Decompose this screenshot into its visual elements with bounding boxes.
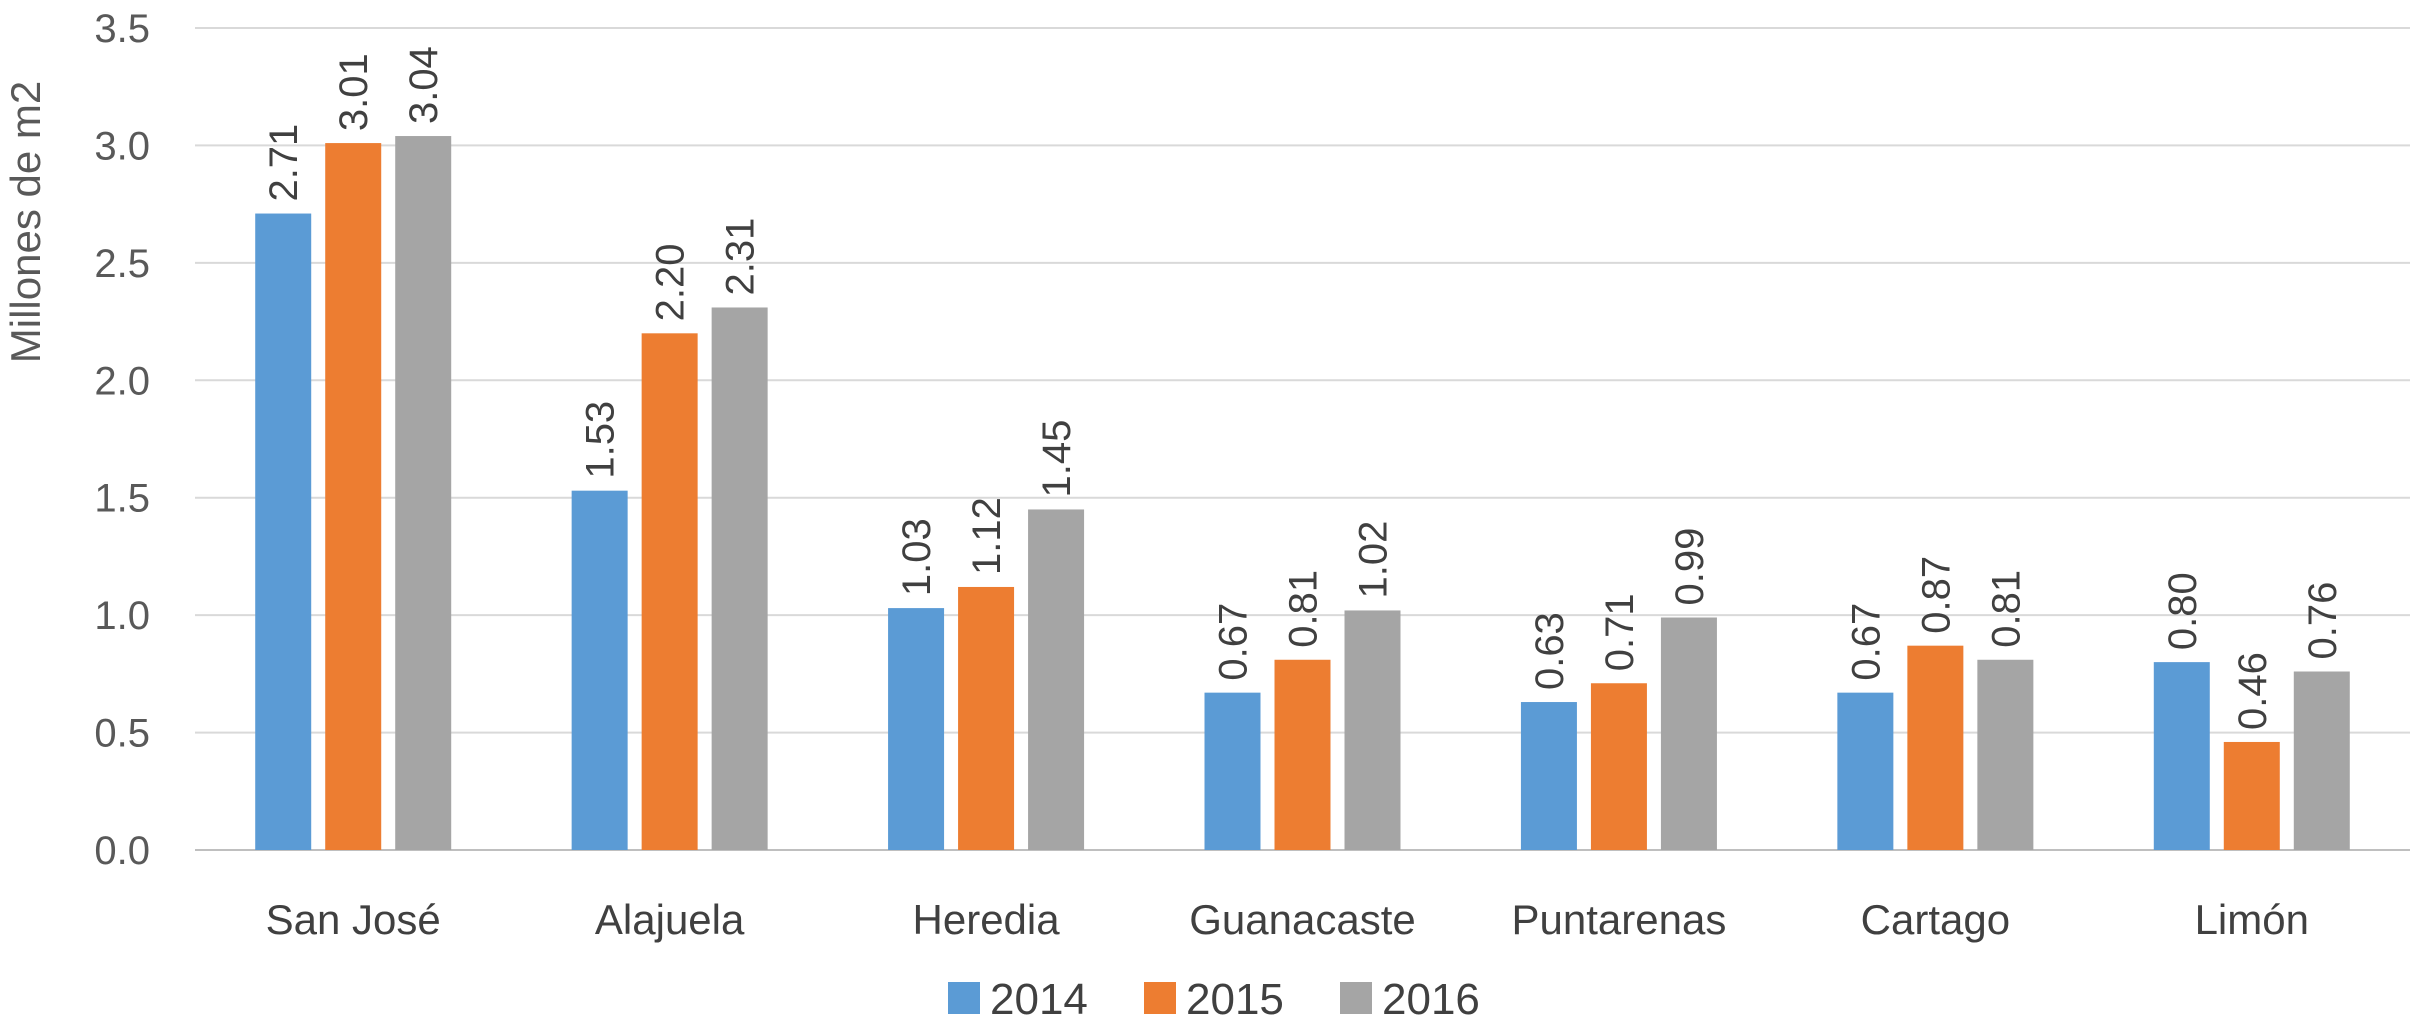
bar-2014 xyxy=(255,213,312,851)
bar-2016 xyxy=(1344,610,1401,850)
data-label: 0.76 xyxy=(2301,582,2345,660)
gridlines xyxy=(195,27,2410,851)
data-label: 2.20 xyxy=(649,243,693,321)
legend: 2014 2015 2016 xyxy=(948,975,1480,1024)
bar-2014 xyxy=(571,490,628,850)
legend-swatch-2015 xyxy=(1144,982,1176,1014)
x-tick-label: Guanacaste xyxy=(1189,896,1416,943)
bar-2014 xyxy=(1204,692,1261,850)
bar-2015 xyxy=(641,333,698,850)
bar-2016 xyxy=(1660,617,1717,850)
y-tick-label: 2.0 xyxy=(94,359,150,403)
data-label: 2.31 xyxy=(719,218,763,296)
data-label: 1.45 xyxy=(1035,420,1079,498)
x-tick-label: Limón xyxy=(2195,896,2309,943)
bars xyxy=(255,136,2350,851)
x-tick-label: Heredia xyxy=(913,896,1061,943)
y-tick-label: 1.0 xyxy=(94,594,150,638)
y-tick-label: 3.5 xyxy=(94,7,150,51)
data-label: 0.99 xyxy=(1668,528,1712,606)
bar-2016 xyxy=(1977,659,2034,850)
data-label: 0.63 xyxy=(1528,612,1572,690)
data-label: 0.67 xyxy=(1212,603,1256,681)
x-tick-label: Puntarenas xyxy=(1512,896,1727,943)
y-tick-label: 0.5 xyxy=(94,712,150,756)
bar-2016 xyxy=(2293,671,2350,850)
data-label: 0.81 xyxy=(1984,570,2028,648)
data-label: 0.67 xyxy=(1844,603,1888,681)
data-labels: 2.71 3.01 3.04 1.53 2.20 2.31 1.03 1.12 1.45 0.67… xyxy=(262,46,2345,730)
y-tick-label: 1.5 xyxy=(94,477,150,521)
data-label: 2.71 xyxy=(262,124,306,202)
bar-2015 xyxy=(1907,645,1964,850)
data-label: 1.12 xyxy=(965,497,1009,575)
data-label: 3.04 xyxy=(402,46,446,124)
data-label: 1.02 xyxy=(1352,521,1396,599)
y-tick-label: 0.0 xyxy=(94,829,150,873)
data-label: 1.53 xyxy=(579,401,623,479)
y-axis: 0.0 0.5 1.0 1.5 2.0 2.5 3.0 3.5 xyxy=(94,7,150,873)
bar-2014 xyxy=(1837,692,1894,850)
bar-2016 xyxy=(1028,509,1085,850)
data-label: 0.46 xyxy=(2231,652,2275,730)
bar-2016 xyxy=(395,136,452,850)
data-label: 1.03 xyxy=(895,518,939,596)
legend-swatch-2014 xyxy=(948,982,980,1014)
legend-swatch-2016 xyxy=(1340,982,1372,1014)
data-label: 3.01 xyxy=(332,53,376,131)
bar-2016 xyxy=(711,307,768,851)
data-label: 0.87 xyxy=(1914,556,1958,634)
bar-2014 xyxy=(1520,702,1577,850)
bar-2015 xyxy=(2223,741,2280,850)
legend-label: 2014 xyxy=(990,975,1088,1024)
bar-2015 xyxy=(1274,659,1331,850)
y-axis-title: Millones de m2 xyxy=(2,81,49,363)
bar-2015 xyxy=(958,586,1015,850)
x-axis: San José Alajuela Heredia Guanacaste Puntare… xyxy=(266,896,2309,943)
y-tick-label: 3.0 xyxy=(94,124,150,168)
legend-label: 2015 xyxy=(1186,975,1284,1024)
bar-2015 xyxy=(1590,683,1647,850)
x-tick-label: Cartago xyxy=(1861,896,2010,943)
data-label: 0.80 xyxy=(2161,572,2205,650)
data-label: 0.71 xyxy=(1598,593,1642,671)
data-label: 0.81 xyxy=(1282,570,1326,648)
bar-2015 xyxy=(325,143,382,850)
bar-2014 xyxy=(2153,662,2210,850)
y-tick-label: 2.5 xyxy=(94,242,150,286)
x-tick-label: San José xyxy=(266,896,441,943)
x-tick-label: Alajuela xyxy=(595,896,745,943)
legend-label: 2016 xyxy=(1382,975,1480,1024)
bar-2014 xyxy=(888,608,945,850)
